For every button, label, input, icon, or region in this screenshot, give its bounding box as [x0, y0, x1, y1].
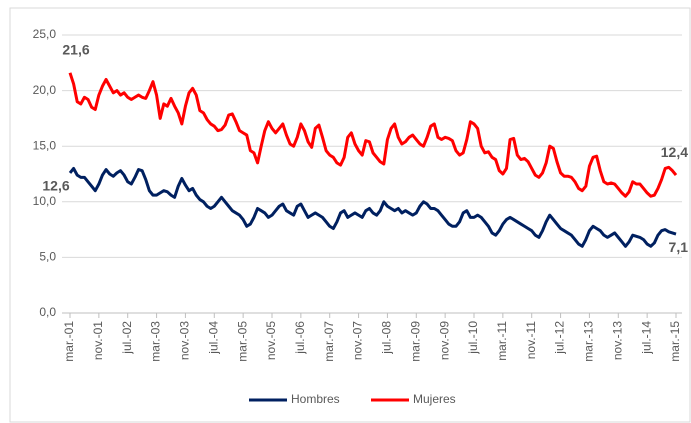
- x-tick-label: nov.-13: [610, 321, 624, 360]
- data-label: 21,6: [62, 42, 89, 58]
- data-label: 7,1: [669, 239, 689, 255]
- x-tick-label: jul.-14: [639, 321, 653, 355]
- y-tick-label: 15,0: [33, 138, 57, 152]
- x-tick-label: jul.-04: [206, 321, 220, 355]
- x-tick-label: mar.-15: [668, 321, 682, 362]
- x-tick-label: jul.-06: [293, 321, 307, 355]
- x-tick-label: jul.-12: [553, 321, 567, 355]
- x-tick-label: nov.-09: [437, 321, 451, 360]
- x-tick-label: nov.-11: [524, 321, 538, 360]
- legend-label: Hombres: [291, 392, 340, 406]
- y-tick-label: 10,0: [33, 194, 57, 208]
- x-tick-label: nov.-03: [178, 321, 192, 360]
- y-tick-label: 0,0: [39, 305, 56, 319]
- x-tick-label: mar.-03: [149, 321, 163, 362]
- x-tick-label: jul.-10: [466, 321, 480, 355]
- x-tick-label: mar.-09: [408, 321, 422, 362]
- x-tick-label: mar.-05: [235, 321, 249, 362]
- data-label: 12,6: [42, 178, 69, 194]
- x-tick-label: nov.-01: [91, 321, 105, 360]
- y-tick-label: 5,0: [39, 250, 56, 264]
- x-tick-label: mar.-13: [582, 321, 596, 362]
- x-tick-label: jul.-08: [380, 321, 394, 355]
- x-tick-label: nov.-05: [264, 321, 278, 360]
- y-tick-label: 20,0: [33, 83, 57, 97]
- x-tick-label: mar.-11: [495, 321, 509, 361]
- x-tick-label: mar.-07: [322, 321, 336, 362]
- series-line: [68, 166, 677, 248]
- data-label: 12,4: [661, 144, 688, 160]
- series-line: [68, 72, 678, 198]
- legend-label: Mujeres: [413, 392, 456, 406]
- y-tick-label: 25,0: [33, 27, 57, 41]
- x-tick-label: nov.-07: [351, 321, 365, 360]
- x-tick-label: mar.-01: [62, 321, 76, 362]
- x-tick-label: jul.-02: [120, 321, 134, 355]
